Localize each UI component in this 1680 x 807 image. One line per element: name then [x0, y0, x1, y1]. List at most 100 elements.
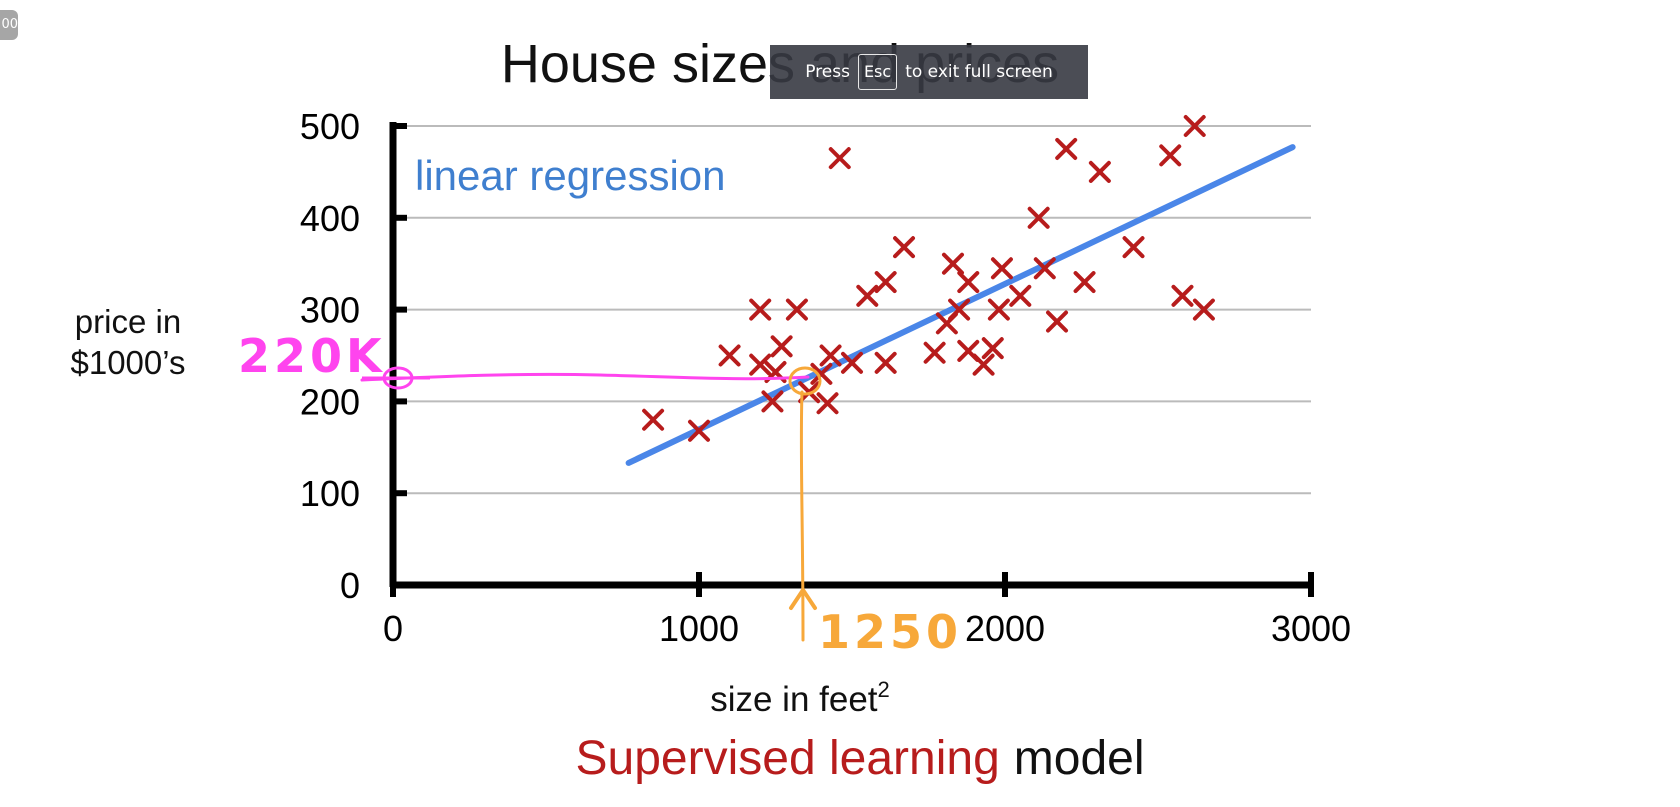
model-label: linear regression	[415, 152, 726, 199]
fullscreen-notice-rest: to exit full screen	[905, 62, 1053, 82]
data-point-2	[718, 344, 741, 367]
data-point-35	[1088, 160, 1111, 183]
data-point-stroke	[1009, 284, 1032, 307]
y-tick-label-100: 100	[300, 473, 360, 514]
data-point-16	[874, 271, 897, 294]
data-point-34	[1073, 271, 1096, 294]
hand-annotations: 220K 1250	[238, 329, 958, 659]
annotation-horizontal-guide	[360, 372, 810, 382]
annotation-x-circle	[788, 366, 822, 396]
esc-key-badge: Esc	[857, 54, 898, 90]
data-point-stroke	[749, 353, 772, 376]
annotation-y-value: 220K	[238, 329, 386, 383]
data-point-stroke	[856, 284, 879, 307]
y-tick-labels: 0 100 200 300 400 500	[300, 106, 360, 606]
data-point-19	[923, 341, 946, 364]
data-point-stroke	[749, 298, 772, 321]
data-point-22	[948, 298, 971, 321]
data-point-stroke	[972, 353, 995, 376]
caption: Supervised learning model	[576, 732, 1145, 785]
y-tick-label-0: 0	[340, 565, 360, 606]
data-point-stroke	[785, 298, 808, 321]
data-point-stroke	[990, 257, 1013, 280]
data-point-stroke	[1055, 137, 1078, 160]
data-point-stroke	[688, 419, 710, 442]
data-point-13	[828, 147, 851, 170]
data-point-5	[761, 390, 784, 413]
axes	[389, 122, 1314, 597]
data-point-stroke	[1159, 144, 1182, 167]
data-point-stroke	[1183, 115, 1206, 137]
data-point-stroke	[819, 344, 842, 367]
data-point-stroke	[948, 298, 971, 321]
data-point-stroke	[923, 341, 946, 364]
data-point-stroke	[828, 147, 851, 170]
data-point-39	[1183, 115, 1206, 137]
data-point-stroke	[1046, 310, 1069, 333]
data-point-10	[810, 362, 833, 385]
caption-rest: model	[1014, 732, 1145, 785]
data-point-stroke	[1122, 236, 1145, 259]
data-point-30	[1027, 206, 1050, 229]
data-point-stroke	[957, 339, 980, 362]
data-point-stroke	[874, 271, 897, 294]
annotation-vertical-guide	[799, 390, 805, 642]
y-tick-label-500: 500	[300, 106, 360, 147]
data-point-37	[1159, 144, 1182, 167]
data-point-11	[816, 392, 839, 415]
corner-badge: 00	[0, 10, 18, 40]
data-point-3	[749, 298, 772, 321]
data-point-18	[893, 236, 916, 259]
x-axis-label-text: size in feet	[710, 680, 878, 719]
data-point-stroke	[642, 408, 665, 431]
data-point-stroke	[1073, 271, 1096, 294]
data-point-stroke	[810, 362, 833, 385]
data-point-stroke	[941, 252, 964, 275]
data-point-12	[819, 344, 842, 367]
data-point-stroke	[816, 392, 839, 415]
data-point-0	[642, 408, 665, 431]
data-point-stroke	[957, 271, 980, 294]
data-point-28	[990, 257, 1013, 280]
data-point-stroke	[1027, 206, 1050, 229]
x-tick-label-2000: 2000	[965, 608, 1045, 649]
annotation-up-arrow	[789, 588, 817, 610]
data-point-1	[688, 419, 710, 442]
data-point-21	[941, 252, 964, 275]
data-points	[642, 115, 1215, 442]
data-point-40	[1192, 298, 1215, 321]
data-point-stroke	[1192, 298, 1215, 321]
data-point-stroke	[874, 351, 897, 374]
x-axis-label-superscript: 2	[878, 677, 890, 702]
x-tick-label-3000: 3000	[1271, 608, 1351, 649]
data-point-27	[987, 298, 1010, 321]
data-point-8	[785, 298, 808, 321]
data-point-32	[1046, 310, 1069, 333]
data-point-stroke	[841, 351, 863, 374]
data-point-36	[1122, 236, 1145, 259]
x-tick-label-0: 0	[383, 608, 403, 649]
data-point-25	[972, 353, 995, 376]
data-point-23	[957, 271, 980, 294]
caption-highlight: Supervised learning	[576, 732, 1000, 785]
data-point-stroke	[1088, 160, 1111, 183]
regression-layer	[625, 144, 1296, 466]
y-tick-label-200: 200	[300, 381, 360, 422]
y-tick-label-400: 400	[300, 198, 360, 239]
data-point-17	[874, 351, 897, 374]
x-tick-labels: 0 1000 2000 3000	[383, 608, 1351, 649]
y-axis-label-line1: price in	[75, 303, 181, 340]
data-point-14	[841, 351, 863, 374]
data-point-31	[1033, 257, 1056, 280]
data-point-stroke	[770, 335, 793, 358]
data-point-stroke	[987, 298, 1010, 321]
fullscreen-notice: Press Esc to exit full screen	[770, 45, 1088, 99]
data-point-38	[1171, 284, 1194, 307]
data-point-stroke	[1171, 284, 1194, 307]
data-point-29	[1009, 284, 1032, 307]
y-tick-label-300: 300	[300, 290, 360, 331]
data-point-stroke	[1033, 257, 1056, 280]
data-point-stroke	[718, 344, 741, 367]
data-point-26	[981, 337, 1004, 360]
